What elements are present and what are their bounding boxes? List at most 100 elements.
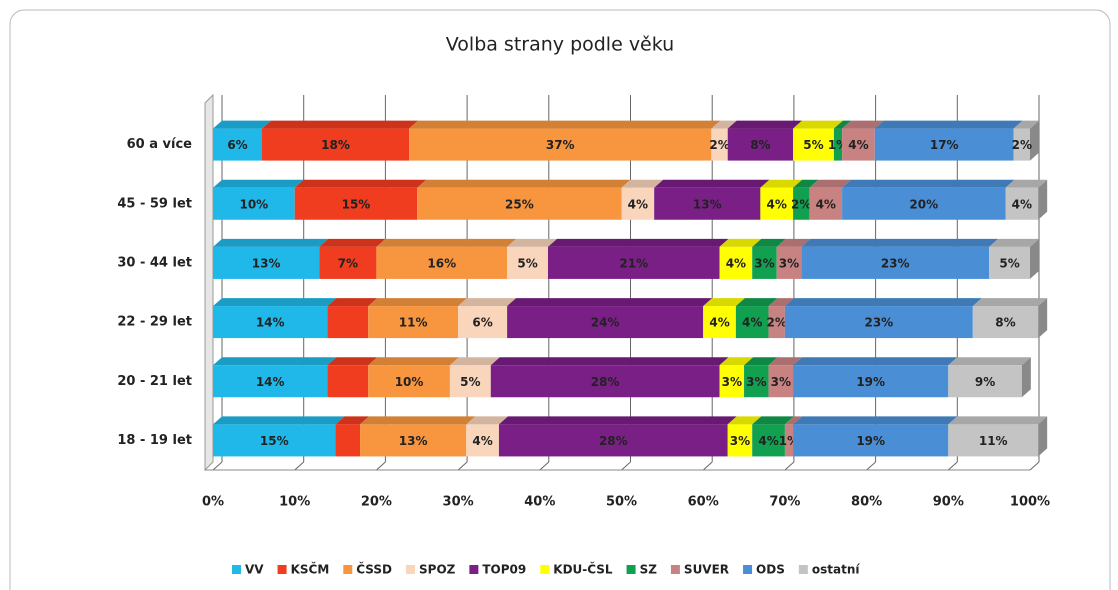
- data-label: 4%: [767, 197, 787, 211]
- bar-top: [776, 238, 811, 247]
- bar-segment: [752, 424, 785, 457]
- bar-top: [735, 298, 778, 307]
- bar-top: [335, 416, 370, 425]
- bar-segment: [409, 128, 712, 161]
- bar-segment: [621, 187, 655, 220]
- legend-label: SZ: [640, 563, 658, 577]
- bar-segment: [466, 424, 499, 457]
- bar-segment: [735, 306, 769, 339]
- legend-label: ČSSD: [356, 562, 392, 577]
- data-label: 4%: [472, 434, 492, 448]
- bar-segment: [319, 246, 377, 279]
- bar-segment: [793, 424, 949, 457]
- floor-line: [784, 461, 795, 471]
- bar-top: [327, 357, 378, 366]
- legend-label: KDU-ČSL: [553, 562, 613, 577]
- bar-top: [744, 357, 778, 366]
- bar-segment: [417, 187, 622, 220]
- floor-line: [376, 461, 386, 471]
- bar-top: [801, 238, 999, 247]
- bar-top: [793, 179, 819, 188]
- data-label: 37%: [546, 138, 575, 152]
- bar-top: [727, 120, 803, 129]
- data-label: 3%: [746, 375, 766, 389]
- bar-side: [1038, 179, 1048, 220]
- x-tick-label: 0%: [202, 495, 224, 510]
- floor-line: [866, 461, 876, 471]
- x-tick-label: 90%: [933, 495, 964, 510]
- data-label: 14%: [256, 316, 285, 330]
- bar-segment: [294, 187, 418, 220]
- chart-title: Volba strany podle věku: [446, 34, 674, 56]
- bar-segment: [752, 246, 777, 279]
- legend-label: TOP09: [482, 563, 526, 577]
- bar-top: [989, 238, 1039, 247]
- bar-top: [319, 238, 386, 247]
- bar-top: [703, 298, 745, 307]
- y-tick-label: 22 - 29 let: [117, 315, 192, 330]
- floor-line: [702, 461, 713, 471]
- bar-segment: [368, 365, 450, 398]
- bar-top: [368, 357, 459, 366]
- bar-segment: [719, 246, 753, 279]
- bar-top: [793, 416, 958, 425]
- bar-segment: [768, 365, 794, 398]
- y-tick-label: 60 a více: [127, 137, 193, 152]
- data-label: 8%: [995, 316, 1015, 330]
- bar-top: [784, 416, 803, 425]
- y-tick-label: 30 - 44 let: [117, 255, 192, 270]
- data-label: 3%: [779, 256, 799, 270]
- data-label: 13%: [252, 256, 281, 270]
- bar-top: [768, 357, 803, 366]
- bar-top: [213, 416, 345, 425]
- bar-segment: [213, 365, 328, 398]
- bar-segment: [213, 187, 295, 220]
- x-tick-label: 60%: [688, 495, 719, 510]
- legend-swatch: [670, 565, 680, 574]
- bar-top: [760, 179, 803, 188]
- bar-segment: [376, 246, 508, 279]
- bar-segment: [458, 306, 508, 339]
- bar-side: [1038, 416, 1048, 457]
- legend-swatch: [626, 565, 636, 574]
- bar-segment: [213, 306, 328, 339]
- x-tick-label: 10%: [279, 495, 310, 510]
- bar-side: [1021, 357, 1031, 398]
- bar-segment: [368, 306, 459, 339]
- data-label: 6%: [472, 316, 492, 330]
- data-label: 5%: [460, 375, 480, 389]
- data-label: 5%: [517, 256, 537, 270]
- data-label: 2%: [709, 138, 729, 152]
- bar-top: [833, 120, 852, 129]
- bar-top: [711, 120, 737, 129]
- bar-top: [842, 120, 884, 129]
- bar-segment: [948, 365, 1022, 398]
- bar-top: [719, 238, 762, 247]
- data-label: 3%: [730, 434, 750, 448]
- bar-segment: [213, 424, 336, 457]
- bar-segment: [833, 128, 843, 161]
- bar-top: [972, 298, 1048, 307]
- bar-segment: [760, 187, 794, 220]
- data-label: 4%: [742, 316, 762, 330]
- floor-line: [457, 461, 468, 471]
- floor-line: [1029, 461, 1040, 471]
- data-label: 13%: [693, 197, 722, 211]
- bar-segment: [490, 365, 720, 398]
- bar-top: [784, 298, 982, 307]
- bar-segment: [874, 128, 1014, 161]
- bar-top: [368, 298, 468, 307]
- data-label: 14%: [256, 375, 285, 389]
- bar-segment: [547, 246, 720, 279]
- bar-segment: [507, 246, 548, 279]
- x-tick-label: 30%: [443, 495, 474, 510]
- data-label: 8%: [750, 138, 770, 152]
- bar-segment: [360, 424, 467, 457]
- data-label: 13%: [399, 434, 428, 448]
- legend-swatch: [743, 565, 753, 574]
- bar-segment: [327, 306, 369, 339]
- data-label: 3%: [771, 375, 791, 389]
- data-label: 5%: [999, 256, 1019, 270]
- bar-segment: [335, 424, 361, 457]
- data-label: 15%: [260, 434, 289, 448]
